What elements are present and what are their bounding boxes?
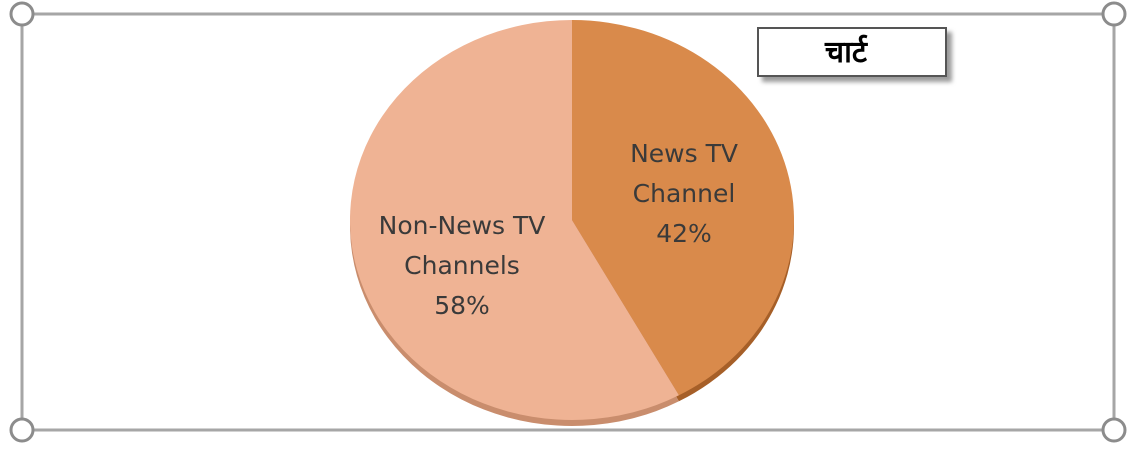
pie-slice-name: Non-News TV — [379, 211, 546, 240]
resize-handle-bottom-right[interactable] — [1101, 417, 1127, 443]
resize-handle-top-right[interactable] — [1101, 1, 1127, 27]
pie-slice-label-2: Non-News TV Channels 58% — [379, 211, 546, 320]
pie-slice-value: 58% — [434, 291, 490, 320]
resize-handle-bottom-left[interactable] — [9, 417, 35, 443]
pie-slice-label-1: News TV Channel 42% — [630, 139, 738, 248]
pie-slice-1 — [572, 20, 794, 396]
pie-slice-name: Channel — [633, 179, 736, 208]
pie-slice-name: News TV — [630, 139, 738, 168]
pie-chart: News TV Channel 42% Non-News TV Channels 58% — [350, 20, 794, 426]
selection-frame — [20, 12, 1116, 432]
chart-tag-label: चार्ट — [824, 34, 869, 70]
pie-slice-value: 42% — [656, 219, 712, 248]
pie-slice-2 — [350, 20, 679, 420]
chart-tag-box — [757, 27, 947, 77]
pie-slice-name: Channels — [404, 251, 520, 280]
resize-handle-top-left[interactable] — [9, 1, 35, 27]
chart-tag: चार्ट — [757, 27, 947, 77]
